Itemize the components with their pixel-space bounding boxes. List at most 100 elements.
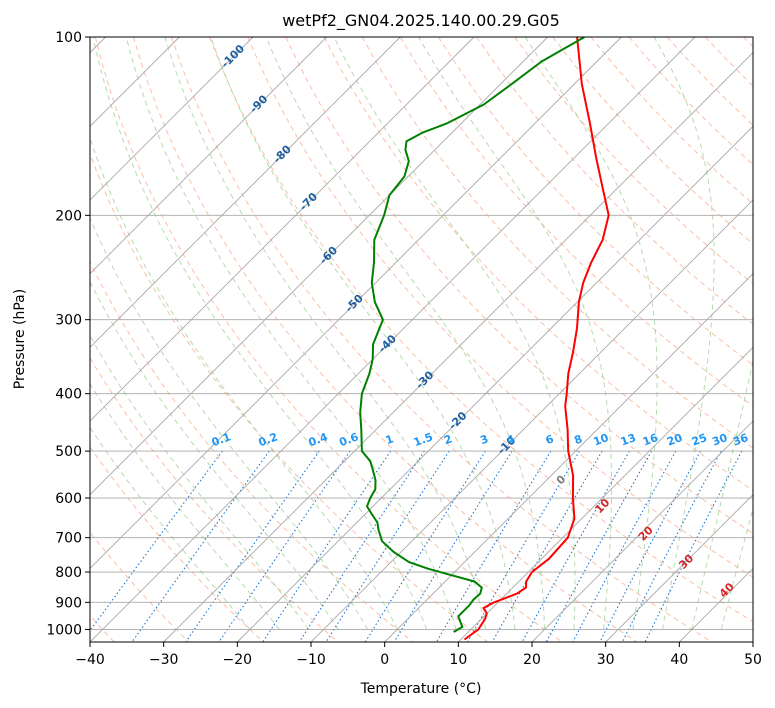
mixing-ratio-label: 0.1 xyxy=(210,430,233,449)
mixing-ratio-label: 13 xyxy=(619,431,638,448)
mixing-ratio-label: 2 xyxy=(442,432,454,447)
x-tick-label: −20 xyxy=(223,652,253,668)
y-axis-label: Pressure (hPa) xyxy=(12,289,28,389)
moist-adiabat xyxy=(164,37,487,630)
isotherm-line xyxy=(90,37,548,496)
mixing-ratio-line xyxy=(262,450,392,642)
moist-adiabats xyxy=(90,37,753,630)
isotherm-line xyxy=(90,37,696,642)
y-axis-ticks: 100 200 300 400 500 600 700 800 900 1000 xyxy=(46,30,90,638)
moist-adiabat xyxy=(90,426,251,630)
mixing-ratio-line xyxy=(521,450,630,642)
mixing-ratio-line xyxy=(90,450,223,632)
y-tick-label: 500 xyxy=(55,444,82,460)
dry-adiabat xyxy=(361,37,753,449)
moist-adiabat xyxy=(333,37,576,630)
mixing-ratio-label: 20 xyxy=(665,431,684,449)
moist-adiabat xyxy=(265,37,546,630)
dry-adiabat xyxy=(94,37,563,642)
mixing-ratio-line xyxy=(599,450,701,642)
moist-adiabat xyxy=(90,136,398,630)
mixing-ratio-line xyxy=(491,450,603,642)
isotherm-line xyxy=(90,37,475,422)
mixing-ratio-label: 0.4 xyxy=(307,430,330,449)
y-tick-label: 600 xyxy=(55,491,82,507)
isotherm-line xyxy=(90,37,327,275)
x-axis-label: Temperature (°C) xyxy=(360,681,482,697)
x-axis-ticks: −40 −30 −20 −10 0 10 20 30 40 50 xyxy=(75,642,762,668)
mixing-ratio-label: 36 xyxy=(731,431,750,449)
x-tick-label: 40 xyxy=(670,652,688,668)
mixing-ratio-label: 10 xyxy=(592,431,611,449)
y-tick-label: 300 xyxy=(55,313,82,329)
dry-adiabat xyxy=(399,37,753,407)
sounding-series xyxy=(359,37,610,641)
moist-adiabat xyxy=(691,358,753,630)
dry-adiabat xyxy=(247,37,753,578)
y-tick-label: 700 xyxy=(55,531,82,547)
isotherm-line xyxy=(310,199,753,642)
y-tick-label: 1000 xyxy=(46,622,82,638)
dry-adiabat xyxy=(171,37,712,642)
x-tick-label: 20 xyxy=(523,652,541,668)
dry-adiabat xyxy=(90,446,264,642)
dry-adiabat xyxy=(323,37,753,491)
mixing-ratio-label: 30 xyxy=(710,431,729,449)
isotherm-line xyxy=(163,52,753,642)
isotherm-line xyxy=(605,494,753,642)
moist-adiabat xyxy=(125,37,457,630)
mixing-ratio-label: 8 xyxy=(572,432,584,447)
isotherms xyxy=(90,37,753,642)
y-tick-label: 100 xyxy=(55,30,82,46)
mixing-ratio-line xyxy=(218,450,351,642)
mixing-ratio-label: 1 xyxy=(384,432,396,447)
dry-adiabat xyxy=(437,37,753,366)
dry-adiabats xyxy=(90,37,753,642)
mixing-ratio-line xyxy=(572,450,677,642)
x-tick-label: 10 xyxy=(449,652,467,668)
dry-adiabat xyxy=(132,37,638,642)
moist-adiabat xyxy=(210,37,516,630)
moist-adiabat xyxy=(90,216,369,630)
x-tick-label: 0 xyxy=(380,652,389,668)
x-tick-label: −40 xyxy=(75,652,105,668)
mixing-ratio-label: 0.2 xyxy=(257,430,280,449)
y-tick-label: 900 xyxy=(55,595,82,611)
y-tick-label: 800 xyxy=(55,565,82,581)
y-tick-label: 200 xyxy=(55,208,82,224)
dry-adiabat xyxy=(209,37,753,623)
isotherm-line xyxy=(90,37,622,569)
x-tick-label: −10 xyxy=(296,652,326,668)
plot-frame xyxy=(89,36,754,643)
mixing-ratio-label: 4 xyxy=(505,432,517,447)
x-tick-label: −30 xyxy=(149,652,179,668)
isotherm-line xyxy=(90,37,401,348)
mixing-ratio-label: 25 xyxy=(690,431,709,448)
isotherm-line xyxy=(90,37,254,201)
mixing-ratio-line xyxy=(298,450,425,642)
x-tick-label: 30 xyxy=(597,652,615,668)
isotherm-line xyxy=(458,346,753,642)
mixing-ratio-label: 1.5 xyxy=(412,430,435,449)
isotherm-line xyxy=(384,273,753,642)
mixing-ratio-line xyxy=(185,450,320,642)
moist-adiabat xyxy=(418,37,613,630)
moist-adiabat xyxy=(653,37,715,630)
mixing-ratio-line xyxy=(621,450,722,642)
plot-area xyxy=(90,37,753,642)
chart-title: wetPf2_GN04.2025.140.00.29.G05 xyxy=(282,11,560,31)
mixing-ratio-label: 0.6 xyxy=(338,430,361,449)
moist-adiabat xyxy=(524,37,658,630)
isotherm-line xyxy=(531,420,753,642)
dewpoint-profile xyxy=(359,37,585,633)
mixing-ratio-label: 3 xyxy=(478,432,490,447)
isotherm-line xyxy=(237,125,753,642)
moist-adiabat xyxy=(90,382,280,630)
mixing-ratio-line xyxy=(545,450,653,642)
moist-adiabat xyxy=(92,37,428,630)
mixing-ratio-label: 16 xyxy=(641,431,660,449)
y-tick-label: 400 xyxy=(55,387,82,403)
x-tick-label: 50 xyxy=(744,652,762,668)
